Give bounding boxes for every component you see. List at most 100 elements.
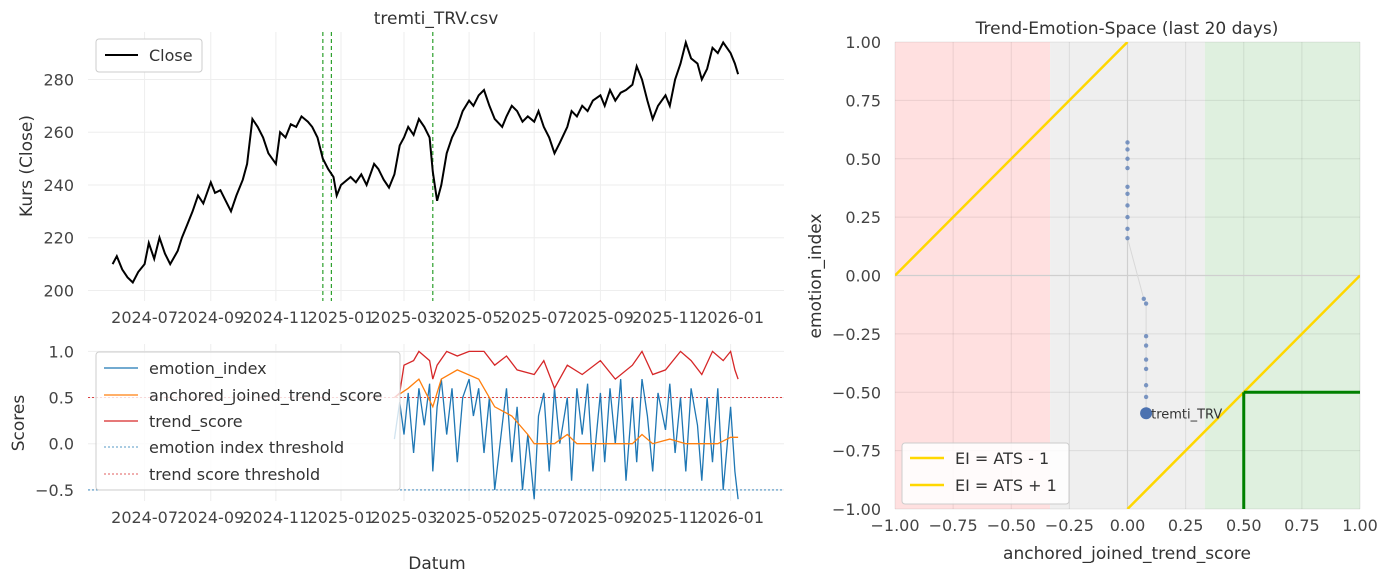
space-x-tick-label: 0.00 xyxy=(1110,516,1146,535)
price-x-ticks: 2024-07 2024-092024-112025-012025-032025-… xyxy=(111,308,764,327)
scores-chart: −0.50.00.51.0 2024-07 2024-092024-112025-… xyxy=(9,342,784,574)
x-tick-label: 2025-01 xyxy=(308,508,375,527)
x-tick-label: 2025-07 xyxy=(501,508,568,527)
legend-label-close: Close xyxy=(149,46,193,65)
ats-line xyxy=(394,369,739,445)
x-tick-label: 2025-03 xyxy=(371,308,438,327)
space-x-tick-label: 0.50 xyxy=(1226,516,1262,535)
x-tick-label: 2025-03 xyxy=(371,508,438,527)
trend-emotion-space: Trend-Emotion-Space (last 20 days) tremt… xyxy=(806,19,1378,564)
price-legend: Close xyxy=(95,38,203,73)
space-y-tick-label: −0.25 xyxy=(832,325,881,344)
space-y-tick-label: −0.50 xyxy=(832,383,881,402)
legend-label-ei-minus: EI = ATS - 1 xyxy=(955,449,1049,468)
trend-score-line xyxy=(393,349,739,399)
x-tick-label: 2025-11 xyxy=(632,508,699,527)
space-y-ticks: −1.00 −0.75 −0.50 −0.25 0.00 0.25 0.50 0.75 1.00 xyxy=(832,33,881,519)
price-chart-grid xyxy=(88,32,784,301)
legend-label-trend: trend_score xyxy=(149,412,243,432)
trail-marker xyxy=(1125,203,1130,208)
trail-marker xyxy=(1143,383,1149,388)
y-tick-label: 1.0 xyxy=(49,342,74,361)
x-tick-label: 2025-09 xyxy=(567,308,634,327)
price-y-axis-label: Kurs (Close) xyxy=(17,115,37,217)
target-box xyxy=(1242,390,1360,509)
trail-marker xyxy=(1125,235,1130,241)
scores-x-axis-label: Datum xyxy=(408,554,466,574)
y-tick-label: 280 xyxy=(43,70,74,89)
diag-ei-ats-plus-1 xyxy=(895,42,1129,277)
legend-label-ats: anchored_joined_trend_score xyxy=(149,386,382,406)
space-x-axis-label: anchored_joined_trend_score xyxy=(1003,544,1251,564)
legend-label-trend-threshold: trend score threshold xyxy=(149,465,320,484)
current-point xyxy=(1140,407,1153,420)
x-tick-label: 2024-07 xyxy=(111,508,178,527)
trail-marker xyxy=(1143,343,1149,348)
space-y-tick-label: 0.00 xyxy=(845,267,881,286)
x-tick-label: 2025-07 xyxy=(501,308,568,327)
space-x-tick-label: −0.50 xyxy=(987,516,1036,535)
scores-legend-box xyxy=(95,351,401,491)
trail-marker xyxy=(1125,156,1130,161)
space-y-tick-label: −1.00 xyxy=(832,500,881,519)
trail-marker xyxy=(1143,334,1149,339)
emotion-index-line xyxy=(393,378,739,500)
y-tick-label: 0.0 xyxy=(49,435,74,454)
legend-label-emotion-threshold: emotion index threshold xyxy=(149,438,344,457)
space-x-tick-label: 0.75 xyxy=(1284,516,1320,535)
y-tick-label: 200 xyxy=(43,281,74,300)
space-x-tick-label: 1.00 xyxy=(1342,516,1378,535)
y-tick-label: 260 xyxy=(43,123,74,142)
trail-marker xyxy=(1125,184,1130,189)
scores-x-ticks: 2024-07 2024-092024-112025-012025-032025-… xyxy=(111,508,764,527)
space-y-tick-label: 1.00 xyxy=(845,33,881,52)
space-legend: EI = ATS - 1 EI = ATS + 1 xyxy=(901,442,1070,505)
trail-marker xyxy=(1125,191,1130,196)
current-point-label: tremti_TRV xyxy=(1151,407,1222,422)
x-tick-label: 2025-11 xyxy=(632,308,699,327)
scores-legend: emotion_index anchored_joined_trend_scor… xyxy=(95,351,401,491)
x-tick-label: 2024-09 xyxy=(177,308,244,327)
trail-marker xyxy=(1125,147,1130,152)
trail-marker xyxy=(1141,296,1146,302)
price-chart-vlines xyxy=(322,32,434,301)
space-x-tick-label: 0.25 xyxy=(1168,516,1204,535)
x-tick-label: 2024-09 xyxy=(177,508,244,527)
x-tick-label: 2026-01 xyxy=(697,308,764,327)
x-tick-label: 2025-09 xyxy=(567,508,634,527)
space-x-tick-label: −0.75 xyxy=(929,516,978,535)
trail-marker xyxy=(1143,366,1149,372)
y-tick-label: 0.5 xyxy=(49,389,74,408)
x-tick-label: 2024-07 xyxy=(111,308,178,327)
x-tick-label: 2026-01 xyxy=(697,508,764,527)
trail-marker xyxy=(1143,357,1149,362)
space-x-tick-label: −0.25 xyxy=(1045,516,1094,535)
point-trail xyxy=(1125,140,1149,414)
trail-marker xyxy=(1125,214,1130,220)
price-chart-title: tremti_TRV.csv xyxy=(374,9,499,29)
scores-y-ticks: −0.5 0.0 0.5 1.0 xyxy=(35,342,74,500)
space-y-tick-label: 0.75 xyxy=(845,91,881,110)
trail-marker xyxy=(1125,226,1130,231)
space-y-axis-label: emotion_index xyxy=(806,214,826,339)
y-tick-label: 220 xyxy=(43,229,74,248)
legend-label-emotion: emotion_index xyxy=(149,359,267,379)
trail-marker xyxy=(1125,140,1130,145)
legend-label-ei-plus: EI = ATS + 1 xyxy=(955,476,1057,495)
y-tick-label: 240 xyxy=(43,176,74,195)
space-x-tick-label: −1.00 xyxy=(870,516,919,535)
x-tick-label: 2025-05 xyxy=(436,508,503,527)
space-y-tick-label: −0.75 xyxy=(832,442,881,461)
space-y-tick-label: 0.50 xyxy=(845,150,881,169)
close-line xyxy=(111,38,740,285)
space-x-ticks: −1.00 −0.75 −0.50 −0.25 0.00 0.25 0.50 0.75 1.00 xyxy=(870,516,1377,535)
x-tick-label: 2024-11 xyxy=(242,508,309,527)
trail-marker xyxy=(1143,301,1149,306)
y-tick-label: −0.5 xyxy=(35,481,74,500)
trail-marker xyxy=(1143,394,1149,400)
x-tick-label: 2025-01 xyxy=(308,308,375,327)
space-y-tick-label: 0.25 xyxy=(845,208,881,227)
price-legend-box xyxy=(95,38,203,73)
